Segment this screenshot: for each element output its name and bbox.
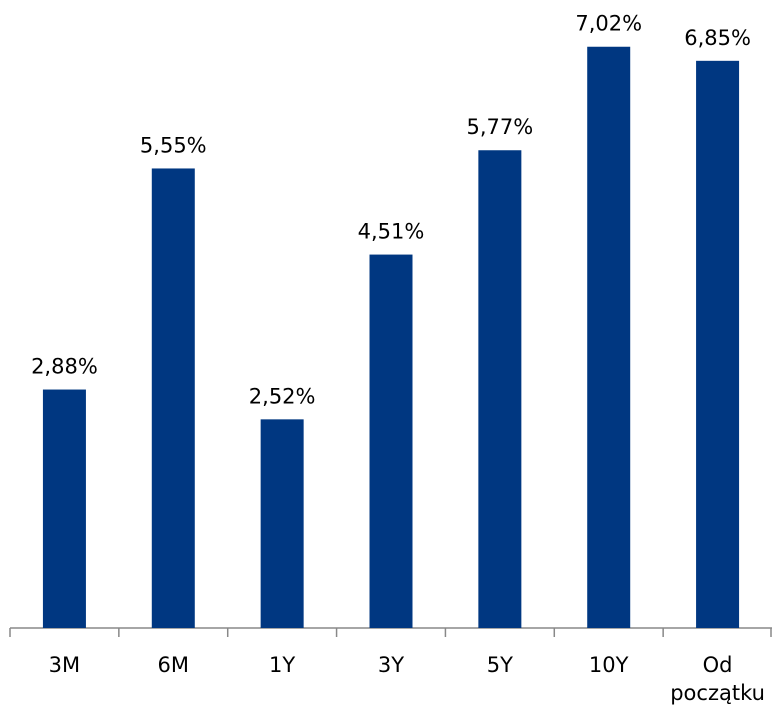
bar xyxy=(478,150,522,628)
data-label: 5,55% xyxy=(140,133,207,157)
bar xyxy=(696,60,740,628)
x-tick-label: 6M xyxy=(157,653,190,677)
data-label: 7,02% xyxy=(575,12,642,36)
x-tick-label: 1Y xyxy=(269,653,296,677)
bar xyxy=(587,46,631,628)
data-label: 2,88% xyxy=(31,355,98,379)
bar xyxy=(151,168,195,628)
x-tick-label: Od początku xyxy=(670,653,765,705)
data-label: 2,52% xyxy=(249,384,316,408)
data-label: 4,51% xyxy=(358,220,425,244)
bar xyxy=(260,419,304,628)
x-tick-label: 5Y xyxy=(486,653,513,677)
x-tick-label: 3M xyxy=(48,653,81,677)
data-label: 6,85% xyxy=(684,26,751,50)
bar xyxy=(42,389,86,628)
x-tick-label: 3Y xyxy=(377,653,405,677)
x-tick-label: 10Y xyxy=(588,653,629,677)
bar xyxy=(369,254,413,628)
data-label: 5,77% xyxy=(466,115,533,139)
